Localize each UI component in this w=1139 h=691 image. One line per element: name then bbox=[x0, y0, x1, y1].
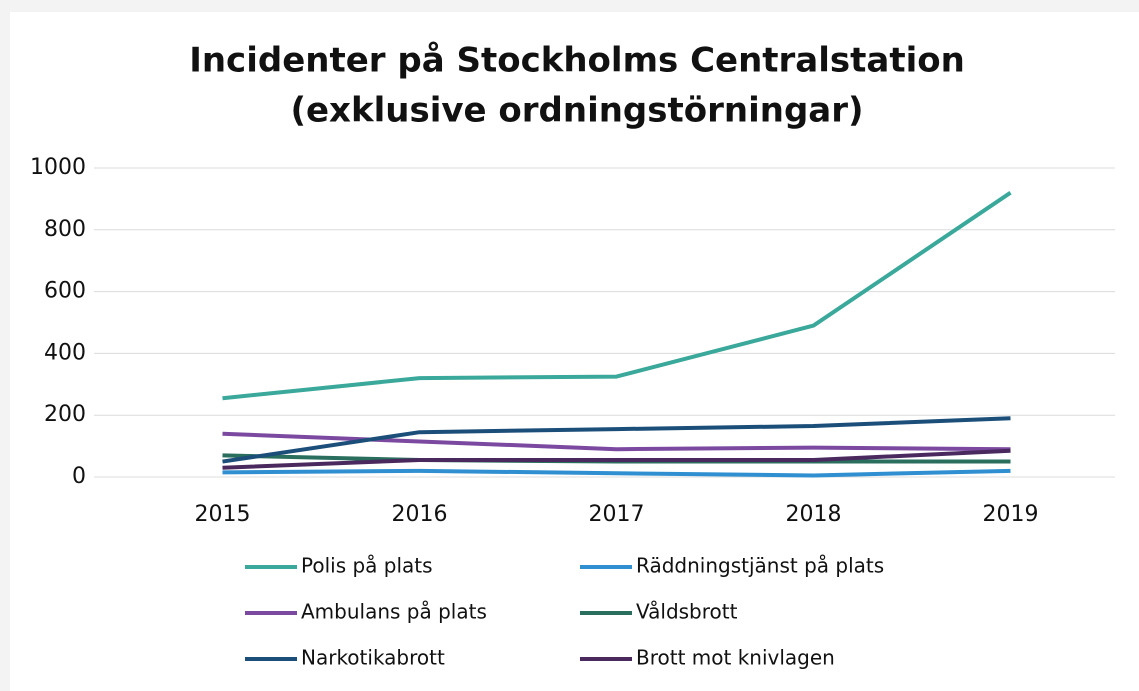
chart-subtitle: (exklusive ordningstörningar) bbox=[290, 91, 863, 131]
y-tick-label: 400 bbox=[44, 340, 86, 365]
legend-label: Räddningstjänst på plats bbox=[636, 554, 884, 578]
x-tick-label: 2016 bbox=[392, 502, 448, 527]
legend-label: Narkotikabrott bbox=[301, 646, 445, 670]
y-tick-label: 800 bbox=[44, 217, 86, 242]
y-tick-label: 1000 bbox=[30, 155, 86, 180]
legend-label: Polis på plats bbox=[301, 554, 433, 578]
x-tick-label: 2015 bbox=[195, 502, 251, 527]
x-tick-label: 2019 bbox=[983, 502, 1039, 527]
chart-area bbox=[10, 12, 1139, 691]
y-tick-label: 0 bbox=[72, 464, 86, 489]
y-tick-label: 600 bbox=[44, 279, 86, 304]
x-tick-label: 2017 bbox=[589, 502, 645, 527]
legend-label: Ambulans på plats bbox=[301, 600, 487, 624]
series-line bbox=[222, 191, 1012, 401]
legend-label: Brott mot knivlagen bbox=[636, 646, 835, 670]
series-line bbox=[222, 468, 1011, 478]
x-tick-label: 2018 bbox=[786, 502, 842, 527]
y-tick-label: 200 bbox=[44, 402, 86, 427]
chart-title: Incidenter på Stockholms Centralstation bbox=[189, 41, 965, 81]
legend-label: Våldsbrott bbox=[636, 600, 738, 624]
series-line bbox=[222, 416, 1011, 464]
series-line bbox=[222, 448, 1011, 470]
series-line bbox=[222, 431, 1011, 452]
